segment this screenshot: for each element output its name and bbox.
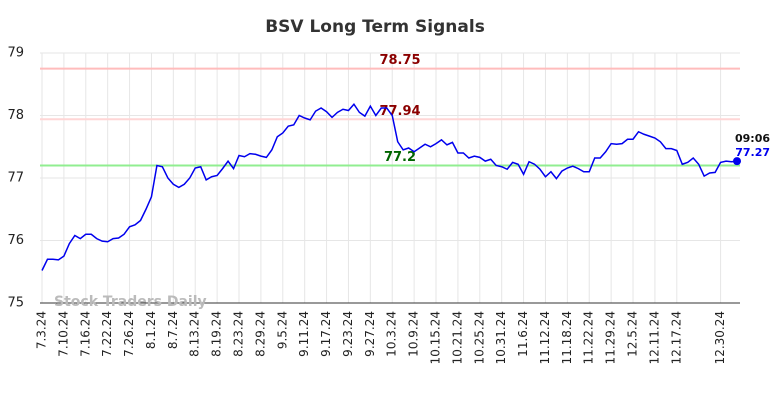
x-tick-label: 11.12.24	[538, 311, 552, 364]
x-tick-label: 10.31.24	[494, 311, 508, 364]
x-tick-label: 8.7.24	[166, 311, 180, 349]
chart-title: BSV Long Term Signals	[265, 17, 485, 37]
x-tick-label: 9.27.24	[363, 311, 377, 357]
x-tick-label: 7.3.24	[35, 311, 49, 349]
x-tick-label: 10.21.24	[450, 311, 464, 364]
x-tick-label: 10.15.24	[429, 311, 443, 364]
y-tick-label: 75	[7, 296, 24, 311]
reference-label: 77.94	[379, 104, 420, 119]
x-tick-label: 10.9.24	[407, 311, 421, 357]
x-tick-label: 10.25.24	[472, 311, 486, 364]
y-tick-label: 77	[7, 171, 24, 186]
x-tick-label: 8.1.24	[144, 311, 158, 349]
x-tick-label: 11.18.24	[560, 311, 574, 364]
y-tick-label: 79	[7, 46, 24, 61]
y-tick-label: 76	[7, 233, 24, 248]
x-tick-label: 9.17.24	[319, 311, 333, 357]
x-tick-label: 7.26.24	[122, 311, 136, 357]
x-tick-label: 10.3.24	[385, 311, 399, 357]
reference-label: 78.75	[379, 53, 420, 68]
x-tick-label: 8.13.24	[188, 311, 202, 357]
x-tick-label: 8.29.24	[253, 311, 267, 357]
x-tick-label: 7.16.24	[78, 311, 92, 357]
x-tick-label: 9.11.24	[297, 311, 311, 357]
x-tick-label: 12.5.24	[626, 311, 640, 357]
last-point	[733, 157, 741, 166]
x-tick-label: 12.11.24	[647, 311, 661, 364]
x-tick-label: 11.6.24	[516, 311, 530, 357]
price-line	[41, 103, 738, 271]
watermark: Stock Traders Daily	[54, 294, 207, 310]
x-tick-label: 8.23.24	[232, 311, 246, 357]
x-tick-label: 11.29.24	[604, 311, 618, 364]
reference-label: 77.2	[384, 150, 416, 165]
last-value: 77.27	[735, 146, 770, 159]
x-tick-label: 12.30.24	[713, 311, 727, 364]
x-tick-label: 9.23.24	[341, 311, 355, 357]
y-tick-label: 78	[7, 108, 24, 123]
x-tick-label: 9.5.24	[275, 311, 289, 349]
x-tick-label: 11.22.24	[582, 311, 596, 364]
x-tick-label: 7.10.24	[56, 311, 70, 357]
x-tick-label: 8.19.24	[210, 311, 224, 357]
x-tick-label: 12.17.24	[669, 311, 683, 364]
last-time: 09:06	[735, 132, 770, 145]
x-tick-label: 7.22.24	[100, 311, 114, 357]
